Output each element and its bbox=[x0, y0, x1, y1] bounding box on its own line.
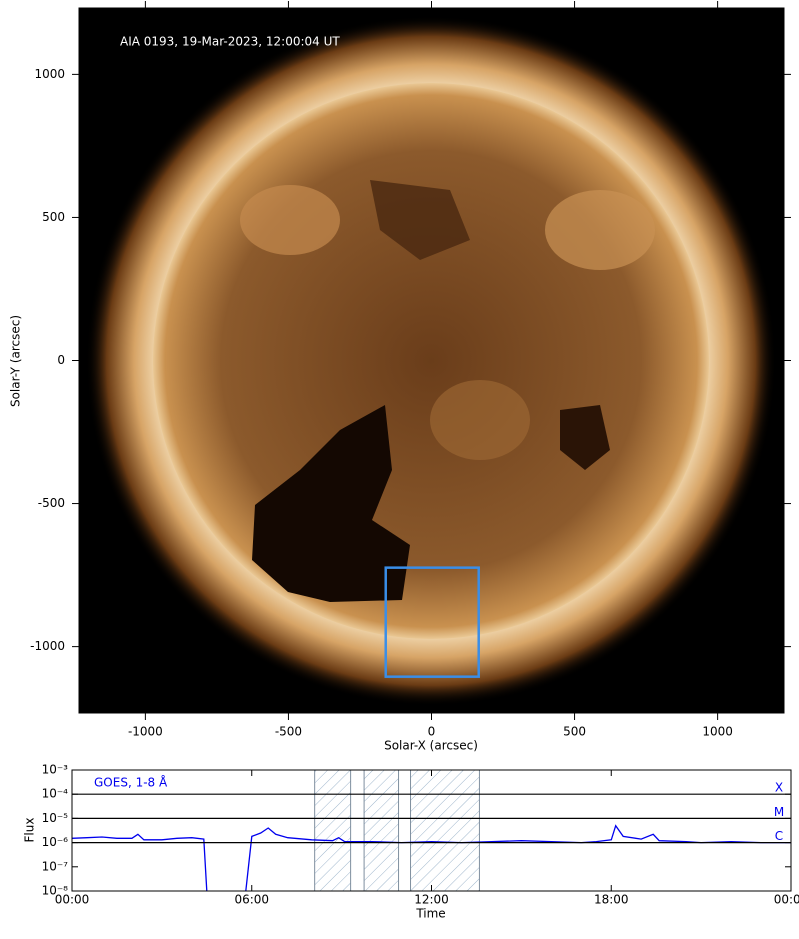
y-tick-label: 10⁻⁶ bbox=[42, 835, 69, 849]
y-tick-label: -500 bbox=[38, 496, 65, 510]
interval bbox=[314, 770, 352, 891]
region-box bbox=[384, 566, 480, 678]
y-tick-label: 500 bbox=[42, 210, 65, 224]
interval bbox=[363, 770, 400, 891]
x-tick-label: 500 bbox=[563, 725, 586, 739]
legend-label: GOES, 1-8 Å bbox=[94, 775, 168, 790]
plot-clip bbox=[72, 770, 791, 891]
level-label: X bbox=[775, 781, 783, 795]
level-label: M bbox=[774, 805, 784, 819]
y-tick-label: 10⁻³ bbox=[42, 763, 69, 777]
y-tick-label: 10⁻⁷ bbox=[42, 859, 69, 873]
y-tick-label: 10⁻⁵ bbox=[42, 811, 69, 825]
x-tick-label: 18:00 bbox=[594, 893, 629, 907]
y-axis-label: Solar-Y (arcsec) bbox=[9, 315, 23, 407]
solar-image bbox=[79, 8, 784, 713]
x-tick-label: -1000 bbox=[128, 725, 163, 739]
y-tick-label: 0 bbox=[57, 353, 65, 367]
y-tick-label: 10⁻⁸ bbox=[42, 884, 69, 898]
y-tick-label: 1000 bbox=[34, 67, 65, 81]
level-label: C bbox=[775, 829, 783, 843]
x-tick-label: 06:00 bbox=[234, 893, 269, 907]
y-axis-label: Flux bbox=[23, 818, 37, 843]
x-axis-label: Solar-X (arcsec) bbox=[384, 739, 478, 753]
flux-line bbox=[72, 824, 791, 891]
y-tick-label: -1000 bbox=[30, 639, 65, 653]
x-tick-label: 12:00 bbox=[414, 893, 449, 907]
annotation: AIA 0193, 19-Mar-2023, 12:00:04 UT bbox=[120, 35, 340, 49]
x-tick-label: 00:00 bbox=[774, 893, 799, 907]
y-tick-label: 10⁻⁴ bbox=[42, 787, 69, 801]
interval bbox=[410, 770, 480, 891]
x-tick-label: -500 bbox=[275, 725, 302, 739]
x-tick-label: 0 bbox=[428, 725, 436, 739]
x-tick-label: 1000 bbox=[702, 725, 733, 739]
x-tick-label: 00:00 bbox=[55, 893, 90, 907]
x-axis-label: Time bbox=[415, 907, 445, 921]
